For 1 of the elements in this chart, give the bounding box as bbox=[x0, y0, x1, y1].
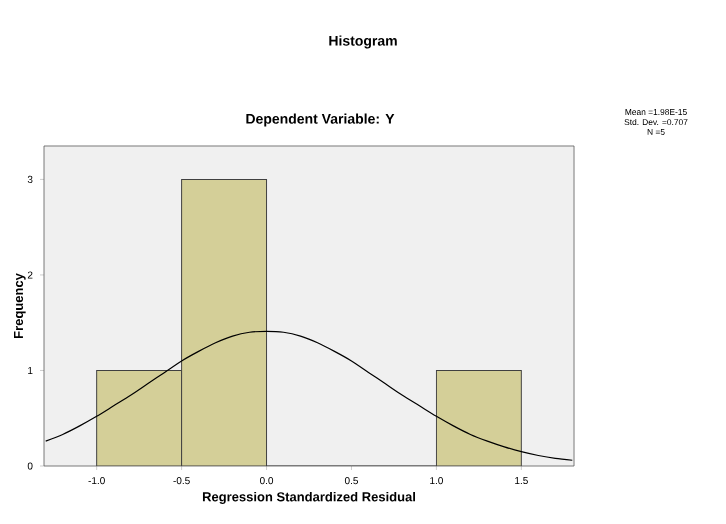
line-series bbox=[45, 330, 573, 461]
